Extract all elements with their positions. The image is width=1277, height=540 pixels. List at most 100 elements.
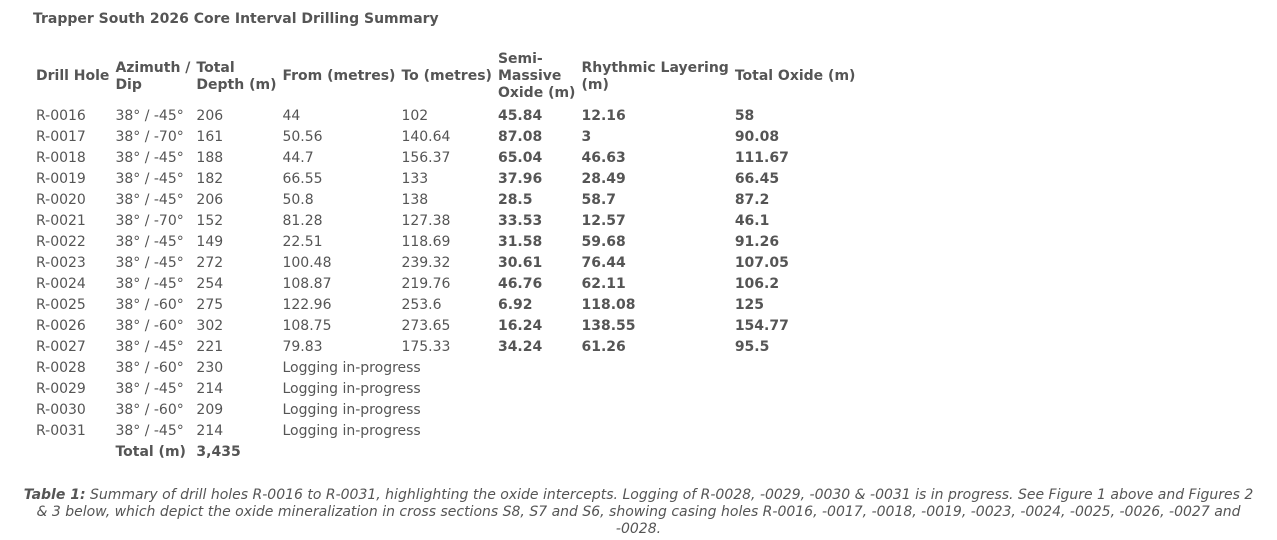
cell-total-oxide: 46.1 xyxy=(734,213,770,229)
table-row: R-0016 38° / -45° 206 44 102 45.84 12.16 58 xyxy=(33,106,858,127)
cell-to: 118.69 xyxy=(401,234,451,250)
cell-azimuth: 38° / -45° xyxy=(115,108,184,124)
header-rhythmic-line2: (m) xyxy=(581,76,609,93)
cell-azimuth: 38° / -45° xyxy=(115,150,184,166)
cell-to: 138 xyxy=(401,192,429,208)
cell-hole: R-0017 xyxy=(36,129,86,145)
cell-hole: R-0028 xyxy=(36,360,86,376)
table-total-row: Total (m) 3,435 xyxy=(33,442,858,463)
cell-to: 219.76 xyxy=(401,276,451,292)
cell-hole: R-0020 xyxy=(36,192,86,208)
cell-total-oxide: 58 xyxy=(734,108,755,124)
cell-rhythmic: 3 xyxy=(581,129,592,145)
cell-rhythmic: 28.49 xyxy=(581,171,626,187)
cell-semi-massive: 45.84 xyxy=(497,108,543,124)
header-semi-line3: Oxide (m) xyxy=(497,85,576,101)
table-row-pending: R-0031 38° / -45° 214 Logging in-progress xyxy=(33,421,858,442)
cell-depth: 152 xyxy=(196,213,224,229)
cell-azimuth: 38° / -60° xyxy=(115,297,184,313)
cell-depth: 206 xyxy=(196,192,224,208)
cell-rhythmic: 118.08 xyxy=(581,297,636,313)
table-row: R-0021 38° / -70° 152 81.28 127.38 33.53 12.57… xyxy=(33,211,858,232)
header-depth-line1: Total xyxy=(196,59,235,76)
cell-semi-massive: 87.08 xyxy=(497,129,543,145)
cell-depth: 302 xyxy=(196,318,224,334)
cell-from: 108.87 xyxy=(282,276,332,292)
cell-total-oxide: 125 xyxy=(734,297,765,313)
cell-total-oxide: 90.08 xyxy=(734,129,780,145)
cell-semi-massive: 6.92 xyxy=(497,297,533,313)
header-depth-line2: Depth (m) xyxy=(196,76,277,93)
cell-rhythmic: 76.44 xyxy=(581,255,626,271)
header-azimuth-line1: Azimuth / xyxy=(115,59,191,76)
cell-azimuth: 38° / -45° xyxy=(115,255,184,271)
cell-to: 133 xyxy=(401,171,429,187)
cell-to: 127.38 xyxy=(401,213,451,229)
cell-depth: 214 xyxy=(196,423,224,439)
cell-from: 122.96 xyxy=(282,297,332,313)
header-rhythmic-layering: Rhythmic Layering (m) xyxy=(578,51,731,106)
cell-hole: R-0016 xyxy=(36,108,86,124)
cell-azimuth: 38° / -45° xyxy=(115,423,184,439)
cell-from: 50.8 xyxy=(282,192,314,208)
cell-azimuth: 38° / -45° xyxy=(115,192,184,208)
page-title: Trapper South 2026 Core Interval Drillin… xyxy=(33,11,439,27)
cell-logging-status: Logging in-progress xyxy=(282,360,421,376)
cell-depth: 272 xyxy=(196,255,224,271)
total-depth-value: 3,435 xyxy=(196,444,241,460)
table-header-row: Drill Hole Azimuth / Dip Total Depth (m) F… xyxy=(33,51,858,106)
cell-semi-massive: 33.53 xyxy=(497,213,543,229)
cell-empty xyxy=(279,442,858,463)
cell-semi-massive: 31.58 xyxy=(497,234,543,250)
cell-depth: 254 xyxy=(196,276,224,292)
drilling-summary-table: Drill Hole Azimuth / Dip Total Depth (m) F… xyxy=(33,51,858,463)
cell-hole: R-0026 xyxy=(36,318,86,334)
cell-azimuth: 38° / -60° xyxy=(115,402,184,418)
cell-hole: R-0023 xyxy=(36,255,86,271)
header-to: To (metres) xyxy=(401,68,492,84)
table-row-pending: R-0029 38° / -45° 214 Logging in-progress xyxy=(33,379,858,400)
cell-hole: R-0021 xyxy=(36,213,86,229)
cell-depth: 275 xyxy=(196,297,224,313)
cell-from: 100.48 xyxy=(282,255,332,271)
header-semi-massive-oxide: Semi- Massive Oxide (m) xyxy=(495,51,579,106)
cell-total-oxide: 95.5 xyxy=(734,339,770,355)
cell-to: 156.37 xyxy=(401,150,451,166)
cell-hole: R-0019 xyxy=(36,171,86,187)
cell-total-oxide: 66.45 xyxy=(734,171,780,187)
cell-azimuth: 38° / -45° xyxy=(115,381,184,397)
cell-total-oxide: 91.26 xyxy=(734,234,780,250)
cell-semi-massive: 46.76 xyxy=(497,276,543,292)
table-row-pending: R-0030 38° / -60° 209 Logging in-progress xyxy=(33,400,858,421)
cell-logging-status: Logging in-progress xyxy=(282,402,421,418)
cell-semi-massive: 30.61 xyxy=(497,255,543,271)
table-row: R-0019 38° / -45° 182 66.55 133 37.96 28.49 66.… xyxy=(33,169,858,190)
caption-label: Table 1: xyxy=(23,487,86,503)
cell-to: 102 xyxy=(401,108,429,124)
cell-hole: R-0025 xyxy=(36,297,86,313)
header-rhythmic-line1: Rhythmic Layering xyxy=(581,59,729,76)
cell-hole: R-0030 xyxy=(36,402,86,418)
cell-from: 66.55 xyxy=(282,171,323,187)
header-drill-hole: Drill Hole xyxy=(36,68,110,84)
cell-rhythmic: 46.63 xyxy=(581,150,626,166)
cell-from: 22.51 xyxy=(282,234,323,250)
cell-rhythmic: 12.57 xyxy=(581,213,626,229)
table-row: R-0025 38° / -60° 275 122.96 253.6 6.92 118.08… xyxy=(33,295,858,316)
table-row: R-0024 38° / -45° 254 108.87 219.76 46.76 62.1… xyxy=(33,274,858,295)
cell-azimuth: 38° / -70° xyxy=(115,213,184,229)
cell-logging-status: Logging in-progress xyxy=(282,423,421,439)
cell-from: 108.75 xyxy=(282,318,332,334)
cell-rhythmic: 138.55 xyxy=(581,318,636,334)
cell-from: 44.7 xyxy=(282,150,314,166)
cell-hole: R-0022 xyxy=(36,234,86,250)
cell-azimuth: 38° / -70° xyxy=(115,129,184,145)
cell-depth: 214 xyxy=(196,381,224,397)
table-row: R-0020 38° / -45° 206 50.8 138 28.5 58.7 87.2 xyxy=(33,190,858,211)
header-total-depth: Total Depth (m) xyxy=(193,51,279,106)
cell-to: 253.6 xyxy=(401,297,442,313)
table-row-pending: R-0028 38° / -60° 230 Logging in-progress xyxy=(33,358,858,379)
cell-azimuth: 38° / -45° xyxy=(115,171,184,187)
cell-depth: 209 xyxy=(196,402,224,418)
cell-hole: R-0024 xyxy=(36,276,86,292)
